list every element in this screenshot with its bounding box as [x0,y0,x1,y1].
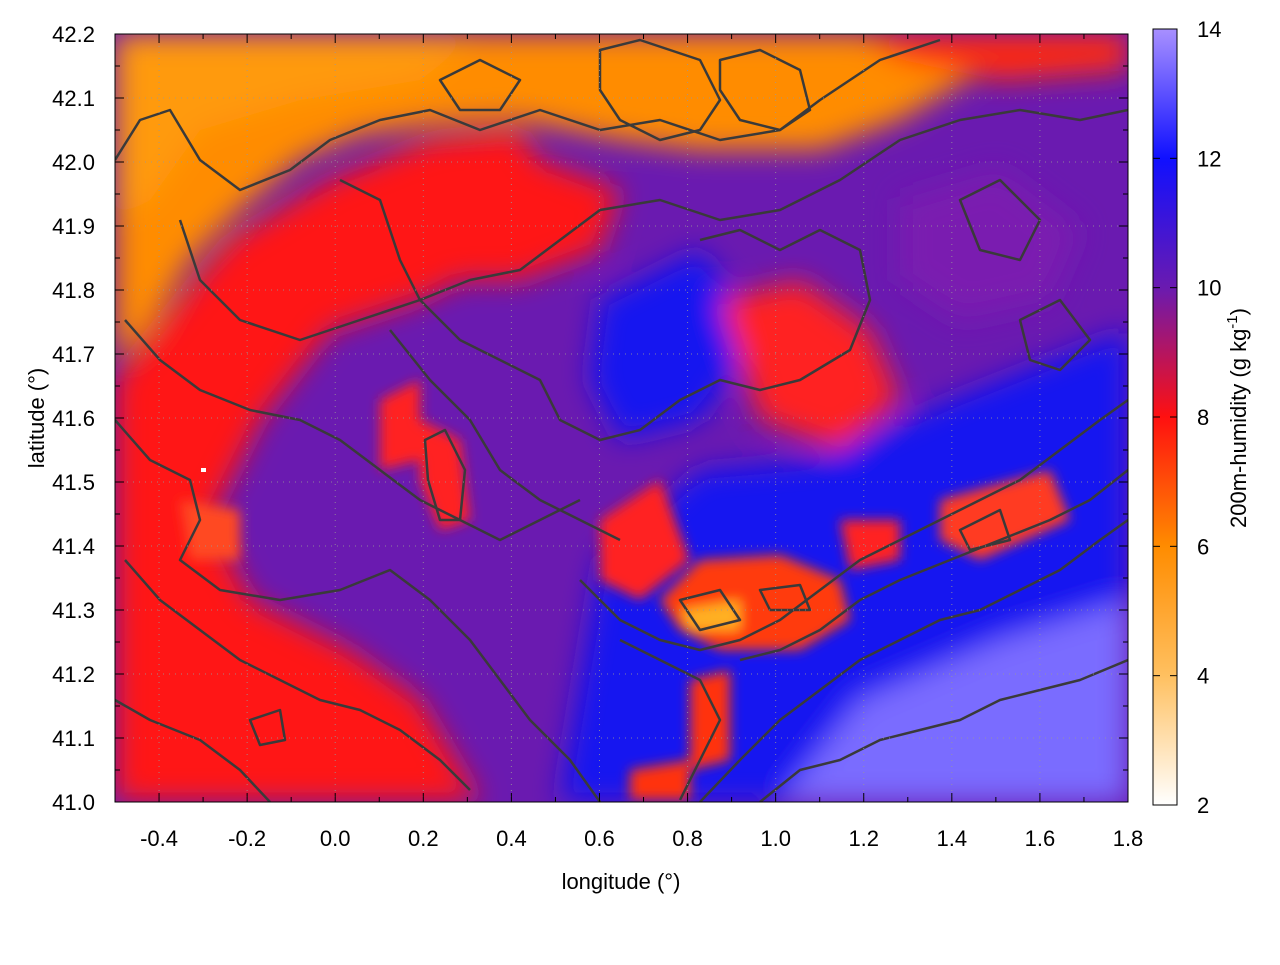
colorbar-label-main: 200m-humidity (g kg [1226,329,1251,528]
contour-line [178,108,1128,342]
y-tick-label: 41.9 [52,214,95,239]
x-tick-label: 1.2 [848,826,879,851]
x-tick-label: 1.0 [760,826,791,851]
contour-line [598,38,722,142]
y-tick-label: 41.3 [52,598,95,623]
x-tick-label: 0.0 [320,826,351,851]
contour-line [678,588,742,632]
colorbar-tick-label: 4 [1197,664,1209,689]
contour-line [758,583,812,612]
x-tick-label: 1.4 [937,826,968,851]
colorbar-label-end: ) [1226,308,1251,315]
colorbar-tick-label: 14 [1197,17,1221,42]
contour-line [248,708,287,747]
x-tick-label: -0.4 [140,826,178,851]
y-tick-label: 42.2 [52,22,95,47]
contour-line [739,469,1128,662]
x-tick-label: 0.2 [408,826,439,851]
missing-data-pixel [201,468,206,472]
contour-line [438,58,522,112]
contour-line [958,178,1042,262]
colorbar-ticks: 2 4 6 8 10 12 14 [1153,17,1221,818]
y-tick-label: 42.0 [52,150,95,175]
y-tick-label: 42.1 [52,86,95,111]
y-tick-label: 41.2 [52,662,95,687]
x-tick-label: 0.6 [584,826,615,851]
y-axis: 41.0 41.1 41.2 41.3 41.4 41.5 41.6 41.7 41.8 41.9… [52,22,1128,815]
contour-line [699,518,1128,802]
contour-line [124,559,471,791]
contour-line [339,178,872,442]
humidity-heatmap [115,34,1128,802]
colorbar-tick-label: 6 [1197,534,1209,559]
colorbar: 2 4 6 8 10 12 14 200m-humidity (g kg-1) [1152,17,1251,818]
contour-line [718,48,812,132]
x-tick-label: -0.2 [228,826,266,851]
colorbar-tick-label: 12 [1197,146,1221,171]
x-axis: -0.4 -0.2 0.0 0.2 0.4 0.6 0.8 1.0 1.2 1.4 1.6 1.8 [114,34,1144,851]
y-tick-label: 41.5 [52,470,95,495]
contour-line [958,508,1012,552]
x-axis-label: longitude (°) [562,869,681,894]
contour-line [423,428,467,522]
x-tick-label: 0.4 [496,826,527,851]
x-tick-label: 1.6 [1025,826,1056,851]
plot-grid [115,34,1128,802]
y-tick-label: 41.0 [52,790,95,815]
y-tick-label: 41.4 [52,534,95,559]
y-tick-label: 41.7 [52,342,95,367]
y-tick-label: 41.8 [52,278,95,303]
contour-line [389,329,621,542]
x-tick-label: 0.8 [672,826,703,851]
contour-line [1018,298,1092,372]
contour-line [124,319,581,542]
x-tick-label: 1.8 [1113,826,1144,851]
contour-line [619,638,722,801]
colorbar-label: 200m-humidity (g kg-1) [1224,308,1251,528]
y-tick-label: 41.1 [52,726,95,751]
colorbar-tick-label: 8 [1197,405,1209,430]
colorbar-tick-label: 10 [1197,276,1221,301]
colorbar-label-superscript: -1 [1224,315,1241,328]
contour-line [115,419,602,802]
contour-line [115,698,271,802]
y-tick-label: 41.6 [52,406,95,431]
colorbar-tick-label: 2 [1197,793,1209,818]
y-axis-label: latitude (°) [24,368,49,469]
contour-line [759,658,1128,802]
terrain-contours [115,38,1128,802]
contour-line [579,398,1128,652]
